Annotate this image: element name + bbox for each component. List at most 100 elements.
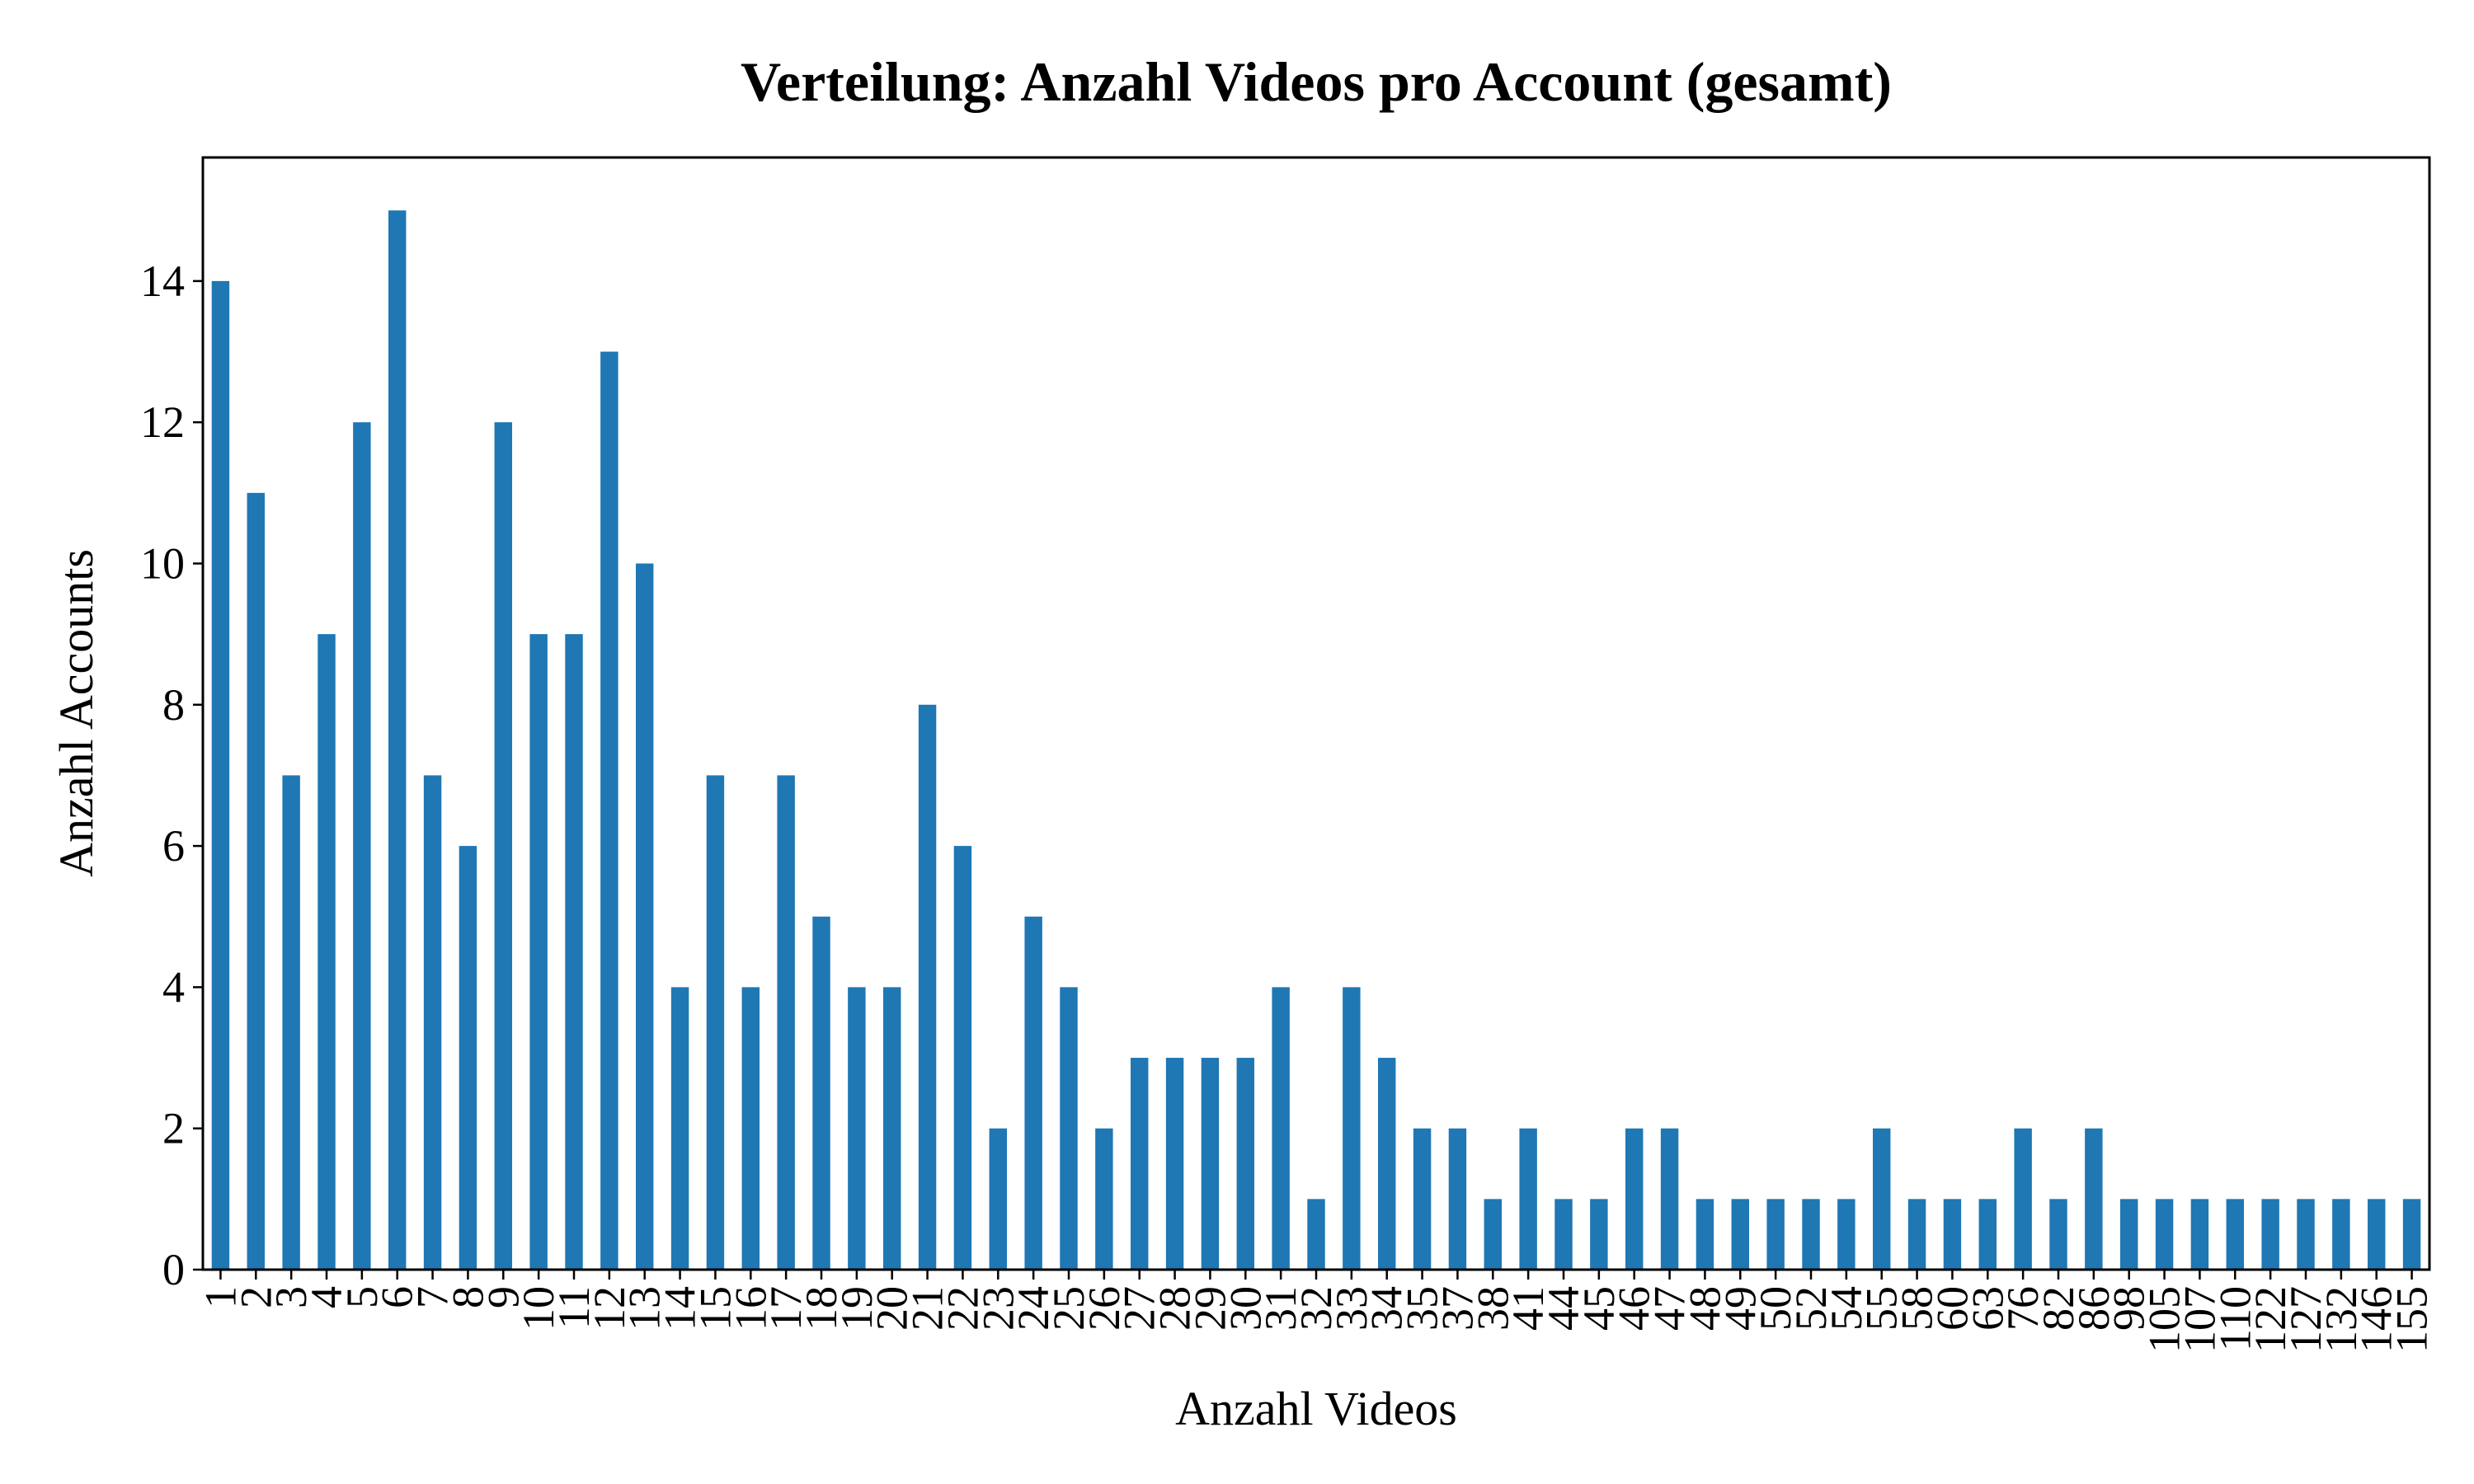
x-tick-label: 21 [903, 1286, 952, 1331]
x-tick-label: 122 [2246, 1286, 2295, 1353]
x-tick-label: 15 [690, 1286, 740, 1331]
bar-58 [1907, 1199, 1926, 1270]
y-tick-label: 12 [140, 397, 185, 447]
bar-10 [529, 634, 548, 1270]
bar-29 [1201, 1058, 1220, 1270]
y-axis-label: Anzahl Accounts [49, 549, 103, 877]
x-axis: 1234567891011121314151617181920212223242… [195, 1270, 2437, 1353]
bar-48 [1696, 1199, 1714, 1270]
bar-105 [2155, 1199, 2174, 1270]
x-tick-label: 98 [2105, 1286, 2154, 1331]
x-tick-label: 9 [478, 1286, 528, 1308]
bar-155 [2402, 1199, 2421, 1270]
x-tick-label: 29 [1185, 1286, 1235, 1331]
x-tick-label: 32 [1291, 1286, 1341, 1331]
x-tick-label: 34 [1362, 1286, 1412, 1331]
x-tick-label: 50 [1751, 1286, 1800, 1331]
bar-26 [1095, 1128, 1113, 1270]
x-tick-label: 20 [868, 1286, 917, 1331]
bar-18 [812, 916, 830, 1270]
bar-16 [741, 987, 760, 1270]
bar-23 [989, 1128, 1007, 1270]
x-tick-label: 24 [1009, 1286, 1058, 1331]
bar-21 [918, 704, 937, 1270]
bar-8 [459, 846, 477, 1270]
x-tick-label: 110 [2210, 1286, 2260, 1351]
x-tick-label: 60 [1927, 1286, 1977, 1331]
x-tick-label: 23 [973, 1286, 1023, 1331]
bar-30 [1236, 1058, 1254, 1270]
bar-7 [423, 775, 442, 1270]
x-tick-label: 63 [1963, 1286, 2012, 1331]
bar-41 [1519, 1128, 1537, 1270]
x-axis-label: Anzahl Videos [1175, 1382, 1457, 1435]
bar-49 [1731, 1199, 1749, 1270]
x-tick-label: 30 [1221, 1286, 1270, 1331]
bar-17 [777, 775, 795, 1270]
bar-25 [1060, 987, 1078, 1270]
x-tick-label: 3 [266, 1286, 316, 1308]
x-tick-label: 44 [1539, 1286, 1588, 1331]
bar-2 [247, 492, 265, 1270]
x-tick-label: 76 [1998, 1286, 2048, 1331]
bars-group [211, 210, 2421, 1270]
bar-20 [883, 987, 901, 1270]
bar-86 [2085, 1128, 2103, 1270]
bar-55 [1873, 1128, 1891, 1270]
bar-122 [2261, 1199, 2279, 1270]
bar-32 [1307, 1199, 1325, 1270]
x-tick-label: 47 [1645, 1286, 1695, 1331]
bar-28 [1165, 1058, 1184, 1270]
x-tick-label: 132 [2316, 1286, 2366, 1353]
x-tick-label: 38 [1468, 1286, 1517, 1331]
x-tick-label: 48 [1680, 1286, 1729, 1331]
bar-127 [2297, 1199, 2315, 1270]
x-tick-label: 27 [1115, 1286, 1164, 1331]
x-tick-label: 127 [2281, 1286, 2331, 1353]
bar-31 [1272, 987, 1290, 1270]
bar-33 [1343, 987, 1361, 1270]
x-tick-label: 5 [337, 1286, 387, 1308]
bar-46 [1625, 1128, 1644, 1270]
bar-54 [1837, 1199, 1856, 1270]
x-tick-label: 12 [585, 1286, 634, 1331]
chart-title: Verteilung: Anzahl Videos pro Account (g… [741, 50, 1892, 113]
y-axis: 0 2 4 6 8 10 12 14 [140, 256, 203, 1294]
bar-5 [353, 422, 371, 1270]
x-tick-label: 82 [2034, 1286, 2083, 1331]
bar-3 [282, 775, 300, 1270]
bar-6 [388, 210, 407, 1270]
x-tick-label: 25 [1044, 1286, 1094, 1331]
x-tick-label: 17 [761, 1286, 811, 1331]
bar-146 [2368, 1199, 2386, 1270]
x-tick-label: 86 [2069, 1286, 2119, 1331]
bar-35 [1413, 1128, 1432, 1270]
bar-63 [1978, 1199, 1997, 1270]
bar-1 [211, 280, 230, 1270]
x-tick-label: 10 [514, 1286, 563, 1331]
bar-38 [1484, 1199, 1502, 1270]
y-tick-label: 6 [162, 821, 185, 871]
bar-82 [2049, 1199, 2067, 1270]
bar-50 [1766, 1199, 1785, 1270]
x-tick-label: 146 [2352, 1286, 2401, 1353]
x-tick-label: 11 [549, 1286, 599, 1329]
y-tick-label: 10 [140, 538, 185, 588]
x-tick-label: 4 [302, 1286, 351, 1308]
x-tick-label: 46 [1610, 1286, 1659, 1331]
x-tick-label: 41 [1503, 1286, 1553, 1331]
x-tick-label: 31 [1256, 1286, 1305, 1331]
bar-37 [1448, 1128, 1467, 1270]
x-tick-label: 107 [2175, 1286, 2224, 1353]
bar-12 [600, 351, 618, 1270]
bar-9 [494, 422, 512, 1270]
bar-4 [317, 634, 336, 1270]
x-tick-label: 6 [373, 1286, 422, 1308]
bar-13 [636, 563, 654, 1270]
y-tick-label: 2 [162, 1104, 185, 1153]
bar-107 [2190, 1199, 2209, 1270]
bar-76 [2014, 1128, 2032, 1270]
x-tick-label: 16 [726, 1286, 775, 1331]
x-tick-label: 18 [797, 1286, 846, 1331]
